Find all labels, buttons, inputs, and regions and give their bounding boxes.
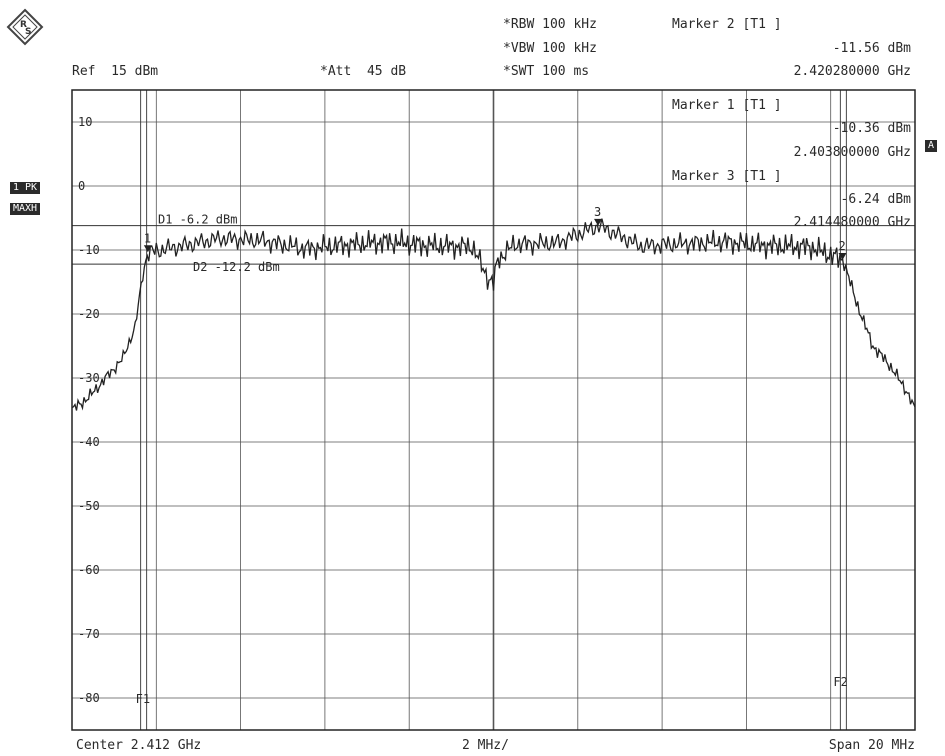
marker3-level: -6.24 dBm xyxy=(840,192,911,207)
display-line-label: D2 -12.2 dBm xyxy=(193,260,280,274)
marker2-freq: 2.420280000 GHz xyxy=(793,64,911,79)
marker3-title: Marker 3 [T1 ] xyxy=(672,169,782,184)
rbw-label: *RBW 100 kHz xyxy=(503,17,597,32)
marker1-title: Marker 1 [T1 ] xyxy=(672,98,782,113)
svg-text:R: R xyxy=(20,20,27,30)
freq-line-label: F1 xyxy=(136,692,150,706)
marker-1-triangle xyxy=(143,245,152,253)
y-tick-label: -70 xyxy=(78,627,100,641)
marker3-freq: 2.414480000 GHz xyxy=(793,215,911,230)
marker1-level: -10.36 dBm xyxy=(832,121,911,136)
y-tick-label: 0 xyxy=(78,179,85,193)
swt-label: *SWT 100 ms xyxy=(503,64,590,79)
trace-line xyxy=(71,218,916,411)
frequency-per-div-label: 2 MHz/ xyxy=(462,738,509,753)
marker-2-label: 2 xyxy=(839,239,846,253)
y-tick-label: -50 xyxy=(78,499,100,513)
display-line-label: D1 -6.2 dBm xyxy=(158,213,237,227)
y-tick-label: -40 xyxy=(78,435,100,449)
y-tick-label: -30 xyxy=(78,371,100,385)
marker2-title: Marker 2 [T1 ] xyxy=(672,17,782,32)
y-tick-label: -80 xyxy=(78,691,100,705)
svg-text:S: S xyxy=(25,27,31,37)
trace-mode-badge: MAXH xyxy=(10,203,41,215)
attenuation-label: *Att 45 dB xyxy=(320,64,407,79)
marker-3-label: 3 xyxy=(594,205,601,219)
y-tick-label: -60 xyxy=(78,563,100,577)
y-tick-labels: 10 0 -10 -20 -30 -40 -50 -60 -70 -80 xyxy=(78,115,100,705)
marker1-freq: 2.403800000 GHz xyxy=(793,145,911,160)
trace-detector-badge: 1 PK xyxy=(10,182,41,194)
marker-2-triangle xyxy=(838,252,847,260)
display-lines: D1 -6.2 dBm D2 -12.2 dBm xyxy=(72,213,915,274)
center-frequency-label: Center 2.412 GHz xyxy=(76,738,202,753)
marker-3-triangle xyxy=(594,218,603,226)
y-tick-label: -10 xyxy=(78,243,100,257)
frequency-lines: F1 F2 xyxy=(136,90,848,730)
plot-border xyxy=(71,89,916,731)
vbw-label: *VBW 100 kHz xyxy=(503,41,597,56)
y-tick-label: 10 xyxy=(78,115,92,129)
rohde-schwarz-logo: R S xyxy=(6,8,44,46)
span-label: Span 20 MHz xyxy=(828,738,915,753)
markers: 1 2 3 xyxy=(143,205,847,260)
plot-grid xyxy=(72,90,915,730)
screen-a-badge: A xyxy=(925,140,938,152)
marker2-level: -11.56 dBm xyxy=(832,41,911,56)
y-tick-label: -20 xyxy=(78,307,100,321)
ref-level-label: Ref 15 dBm xyxy=(72,64,159,79)
freq-line-label: F2 xyxy=(833,675,847,689)
marker-1-label: 1 xyxy=(144,231,151,245)
